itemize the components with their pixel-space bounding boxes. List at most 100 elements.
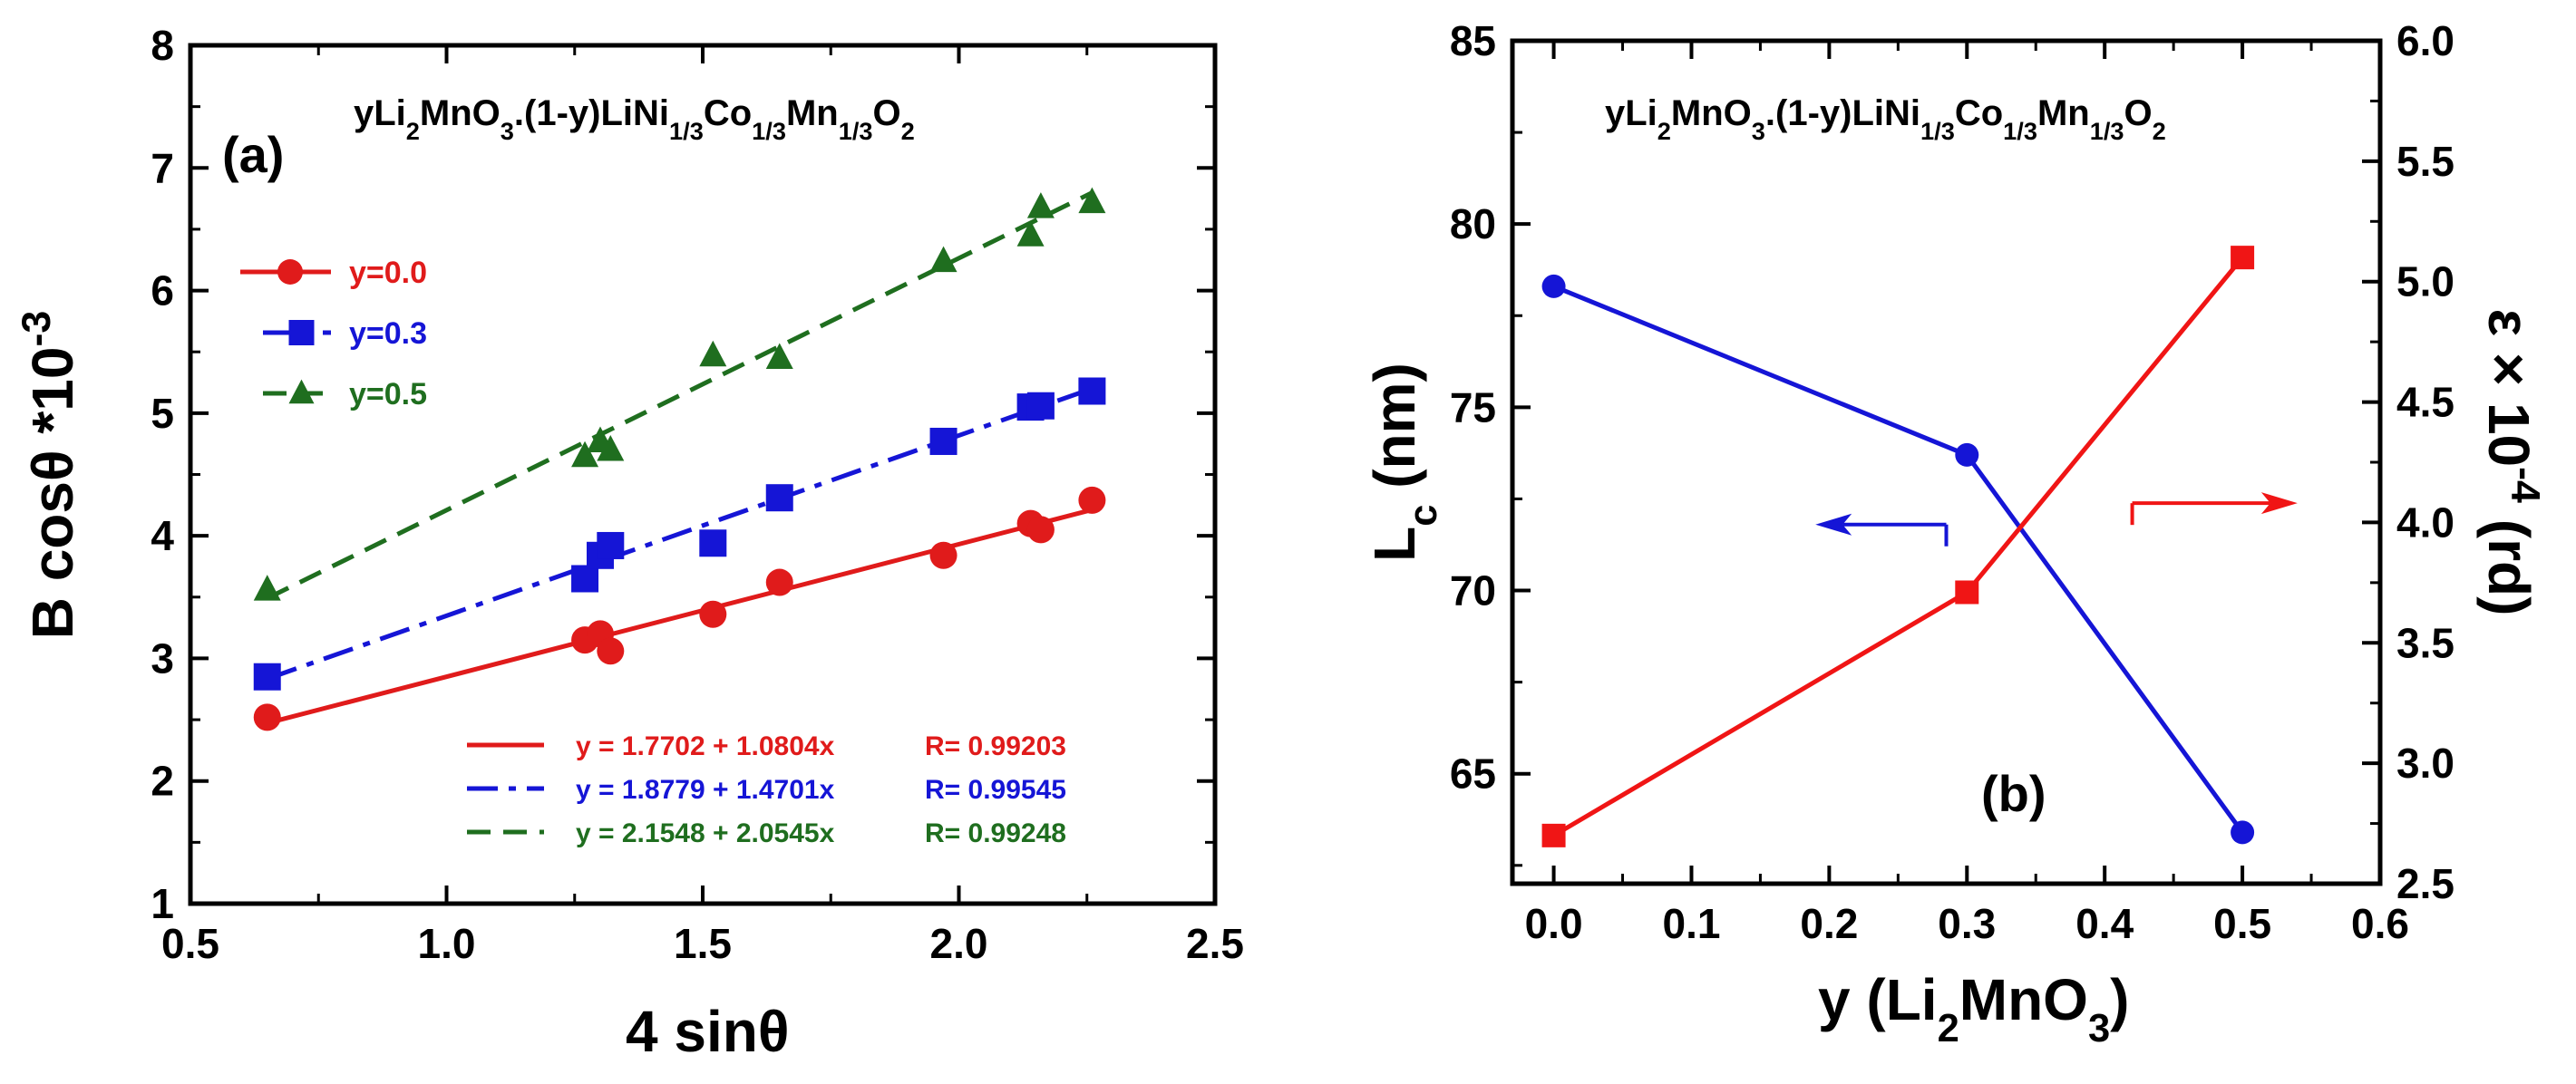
data-point-y=0.5 (765, 343, 793, 369)
left-y-tick-label: 85 (1450, 17, 1496, 64)
x-tick-label: 0.1 (1662, 900, 1720, 947)
legend-label: y=0.5 (349, 377, 427, 411)
right-y-tick-label: 3.0 (2396, 740, 2454, 787)
fit-r-value: R= 0.99545 (925, 775, 1066, 805)
fit-equation: y = 1.8779 + 1.4701x (576, 775, 835, 805)
data-point-y=0.3 (597, 531, 625, 559)
panel-b-axis-arrows (1815, 492, 2298, 547)
legend-marker-y=0.3 (288, 320, 315, 345)
panel-a-label: (a) (222, 126, 284, 183)
data-point-y=0.3 (929, 427, 957, 455)
panel-b-chart: 0.0 0.1 0.2 0.3 0.4 0.5 0.6 65 70 75 80 85 2.5 3.0 3.5… (1362, 17, 2548, 1050)
legend-label: y=0.0 (349, 256, 427, 290)
right-y-tick-label: 4.0 (2396, 498, 2454, 546)
x-tick-label: 0.5 (161, 920, 219, 967)
panel-b-x-axis-label: y (Li2MnO3) (1818, 967, 2129, 1050)
arrow-head-right (2260, 492, 2298, 515)
data-point-y=0.3 (699, 529, 727, 557)
fit-line-y=0.0 (267, 508, 1094, 726)
arrow-head-left (1815, 513, 1852, 536)
fit-equation: y = 1.7702 + 1.0804x (576, 731, 835, 761)
panel-b-label: (b) (1981, 765, 2046, 822)
data-point-y=0.3 (571, 565, 599, 593)
y-tick-label: 1 (151, 880, 174, 927)
legend-marker-y=0.0 (277, 259, 303, 285)
panel-b-plot-frame (1510, 38, 2383, 886)
x-tick-label: 0.0 (1525, 900, 1583, 947)
legend-marker-y=0.5 (288, 379, 315, 404)
data-point-y=0.3 (765, 484, 793, 512)
data-point-strain (1541, 823, 1566, 847)
panel-a-y-axis-label: B cosθ *10-3 (14, 311, 85, 640)
x-tick-label: 0.6 (2351, 900, 2409, 947)
left-y-tick-label: 65 (1450, 750, 1496, 798)
panel-b-data-points (1541, 246, 2255, 847)
right-y-tick-label: 3.5 (2396, 619, 2454, 666)
legend-label: y=0.3 (349, 316, 427, 351)
series-line-Lc (1552, 284, 2245, 834)
panel-a-x-axis-label: 4 sinθ (626, 999, 789, 1064)
data-point-y=0.0 (1026, 516, 1055, 544)
data-point-Lc (1541, 274, 1566, 298)
data-point-y=0.5 (1026, 192, 1055, 218)
data-point-strain (1955, 580, 1979, 605)
right-y-tick-label: 5.0 (2396, 258, 2454, 305)
fit-r-value: R= 0.99203 (925, 731, 1066, 761)
y-tick-label: 7 (151, 144, 174, 191)
data-point-y=0.3 (1078, 377, 1106, 405)
data-point-y=0.5 (929, 246, 957, 273)
data-point-strain (2231, 246, 2255, 270)
fit-r-value: R= 0.99248 (925, 818, 1066, 848)
panel-b-series-lines (1552, 256, 2245, 838)
y-tick-label: 8 (151, 22, 174, 69)
panel-a-fit-legend: y = 1.7702 + 1.0804x R= 0.99203 y = 1.8779… (467, 731, 1066, 848)
y-tick-label: 4 (151, 512, 174, 559)
data-point-y=0.5 (1078, 187, 1106, 214)
data-point-y=0.5 (699, 340, 727, 367)
data-point-y=0.0 (699, 600, 727, 628)
y-tick-label: 5 (151, 390, 174, 437)
y-tick-label: 2 (151, 758, 174, 805)
left-y-tick-label: 75 (1450, 383, 1496, 431)
panel-b-right-y-axis-label: ε × 10-4 (rd) (2476, 309, 2548, 616)
data-point-y=0.0 (597, 637, 625, 665)
panel-a-data-points (253, 187, 1106, 731)
data-point-y=0.3 (1026, 392, 1055, 420)
data-point-y=0.0 (1078, 486, 1106, 514)
x-tick-label: 0.4 (2075, 900, 2134, 947)
y-tick-label: 3 (151, 634, 174, 682)
x-tick-label: 1.0 (418, 920, 476, 967)
fit-line-y=0.5 (266, 190, 1094, 601)
data-point-y=0.0 (765, 568, 793, 596)
panel-b-left-y-axis-label: Lc (nm) (1362, 363, 1445, 562)
left-y-tick-label: 70 (1450, 567, 1496, 615)
x-tick-label: 0.5 (2213, 900, 2271, 947)
fit-line-y=0.3 (266, 386, 1094, 682)
data-point-y=0.5 (1016, 220, 1045, 247)
right-y-tick-label: 2.5 (2396, 860, 2454, 907)
data-point-Lc (1955, 442, 1979, 467)
data-point-y=0.0 (929, 541, 957, 569)
panel-b-formula-title: yLi2MnO3.(1-y)LiNi1/3Co1/3Mn1/3O2 (1605, 93, 2166, 145)
data-point-y=0.0 (253, 703, 281, 731)
panel-a-legend: y=0.0 y=0.3 y=0.5 (240, 256, 427, 411)
panel-b-ticks: 0.0 0.1 0.2 0.3 0.4 0.5 0.6 65 70 75 80 85 2.5 3.0 3.5… (1450, 17, 2454, 947)
left-y-tick-label: 80 (1450, 200, 1496, 247)
right-y-tick-label: 4.5 (2396, 379, 2454, 426)
panel-a-formula-title: yLi2MnO3.(1-y)LiNi1/3Co1/3Mn1/3O2 (354, 93, 915, 145)
data-point-y=0.5 (597, 434, 625, 461)
fit-equation: y = 2.1548 + 2.0545x (576, 818, 835, 848)
x-tick-label: 1.5 (674, 920, 732, 967)
data-point-y=0.5 (571, 440, 599, 468)
panel-a-ticks: 0.5 1.0 1.5 2.0 2.5 1 2 3 4 5 6 7 8 (151, 22, 1244, 967)
x-tick-label: 0.3 (1938, 900, 1996, 947)
x-tick-label: 0.2 (1800, 900, 1858, 947)
right-y-tick-label: 6.0 (2396, 17, 2454, 64)
data-point-Lc (2231, 820, 2255, 845)
x-tick-label: 2.5 (1186, 920, 1244, 967)
data-point-y=0.5 (253, 575, 281, 601)
y-tick-label: 6 (151, 267, 174, 315)
x-tick-label: 2.0 (930, 920, 988, 967)
